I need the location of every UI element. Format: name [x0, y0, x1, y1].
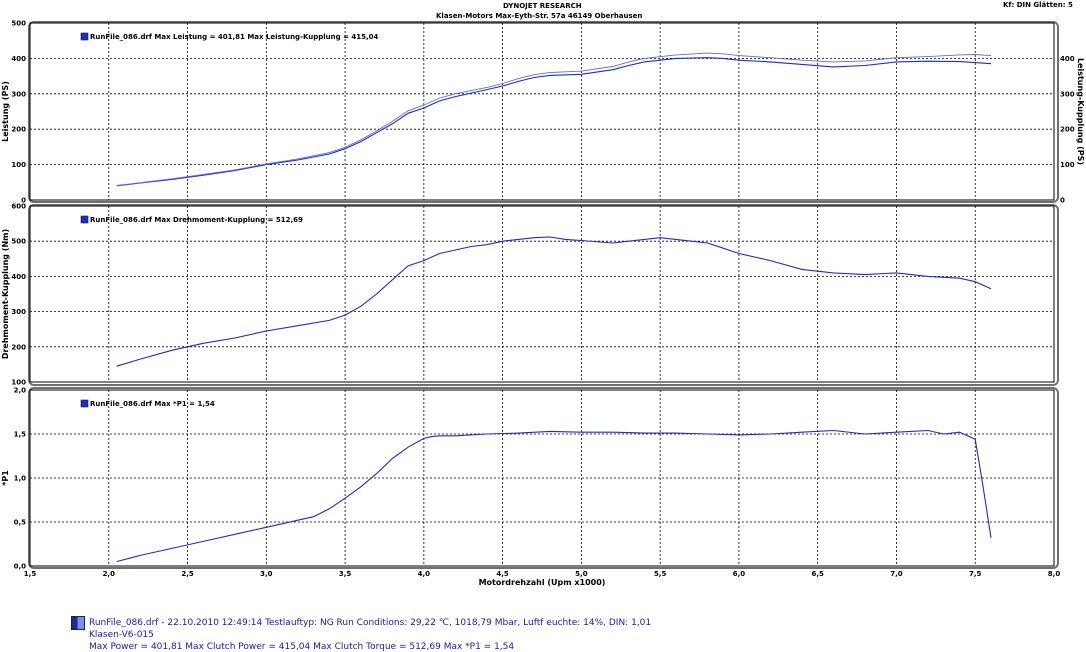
x-tick-label: 6,0 — [733, 570, 746, 578]
series-line-1-2 — [116, 52, 992, 186]
y-tick-label-right: 200 — [1060, 126, 1075, 134]
y-tick-label: 600 — [11, 203, 26, 211]
legend-marker-icon — [80, 215, 89, 224]
y-tick-label: 300 — [11, 90, 26, 98]
series-line-1-1 — [116, 57, 992, 187]
y-tick-label-right: 300 — [1060, 90, 1075, 98]
x-tick-label: 2,5 — [181, 570, 194, 578]
y-tick-label: 400 — [11, 273, 26, 281]
header-address: Klasen-Motors Max-Eyth-Str. 57a 46149 Ob… — [436, 12, 643, 20]
y-tick-label: 0,0 — [14, 563, 27, 571]
y-tick-label: 400 — [11, 55, 26, 63]
y-axis-label: Drehmoment-Kupplung (Nm) — [1, 229, 10, 359]
legend-text: RunFile_086.drf Max *P1 = 1,54 — [90, 400, 215, 408]
y-tick-label: 100 — [11, 379, 26, 387]
plot-area — [29, 389, 1055, 567]
y-axis-label: Leistung (PS) — [1, 81, 10, 142]
plot-area — [29, 22, 1055, 201]
x-tick-label: 3,5 — [339, 570, 352, 578]
y-tick-label: 200 — [11, 343, 26, 351]
panel-frame-2 — [28, 204, 1059, 386]
legend-marker-icon — [80, 399, 89, 408]
y-tick-label: 0 — [21, 197, 26, 205]
x-tick-label: 6,5 — [811, 570, 824, 578]
panel-frame-1 — [28, 21, 1059, 203]
y-tick-label-right: 400 — [1060, 55, 1075, 63]
y-tick-label-right: 0 — [1060, 197, 1065, 205]
y-tick-label: 500 — [11, 20, 26, 28]
footer-run-info: RunFile_086.drf - 22.10.2010 12:49:14 Te… — [89, 618, 652, 628]
x-tick-label: 8,0 — [1048, 570, 1061, 578]
y-tick-label: 2,0 — [14, 387, 27, 395]
y-tick-label: 500 — [11, 238, 26, 246]
legend-text: RunFile_086.drf Max Drehmoment-Kupplung … — [90, 216, 303, 224]
series-line-2-1 — [116, 236, 992, 367]
x-tick-label: 1,5 — [24, 570, 37, 578]
series-line-3-1 — [116, 429, 992, 563]
header-corner: Kf: DIN Glätten: 5 — [1003, 1, 1073, 9]
x-tick-label: 2,0 — [103, 570, 116, 578]
x-tick-label: 5,5 — [654, 570, 667, 578]
y-axis-label-right: Leistung-Kupplung (PS) — [1076, 58, 1085, 165]
y-tick-label: 200 — [11, 126, 26, 134]
x-tick-label: 4,0 — [418, 570, 431, 578]
panel-frame-3 — [28, 387, 1059, 569]
legend-marker-icon — [80, 32, 89, 41]
x-tick-label: 7,5 — [969, 570, 982, 578]
x-tick-label: 3,0 — [260, 570, 273, 578]
x-tick-label: 7,0 — [890, 570, 903, 578]
legend-text: RunFile_086.drf Max Leistung = 401,81 Ma… — [90, 33, 379, 41]
x-tick-label: 4,5 — [496, 570, 509, 578]
y-axis-label: *P1 — [1, 470, 10, 486]
footer-max-values: Max Power = 401,81 Max Clutch Power = 41… — [89, 642, 515, 652]
x-tick-label: 5,0 — [575, 570, 588, 578]
y-tick-label: 1,5 — [14, 431, 27, 439]
x-axis-label: Motordrehzahl (Upm x1000) — [479, 578, 606, 587]
y-tick-label-right: 100 — [1060, 161, 1075, 169]
header-title: DYNOJET RESEARCH — [503, 2, 582, 10]
footer-run-marker-icon — [71, 616, 85, 630]
y-tick-label: 1,0 — [14, 475, 27, 483]
y-tick-label: 0,5 — [14, 519, 27, 527]
footer-run-name: Klasen-V6-015 — [89, 630, 154, 640]
plot-area — [29, 205, 1055, 383]
y-tick-label: 100 — [11, 161, 26, 169]
y-tick-label: 300 — [11, 308, 26, 316]
